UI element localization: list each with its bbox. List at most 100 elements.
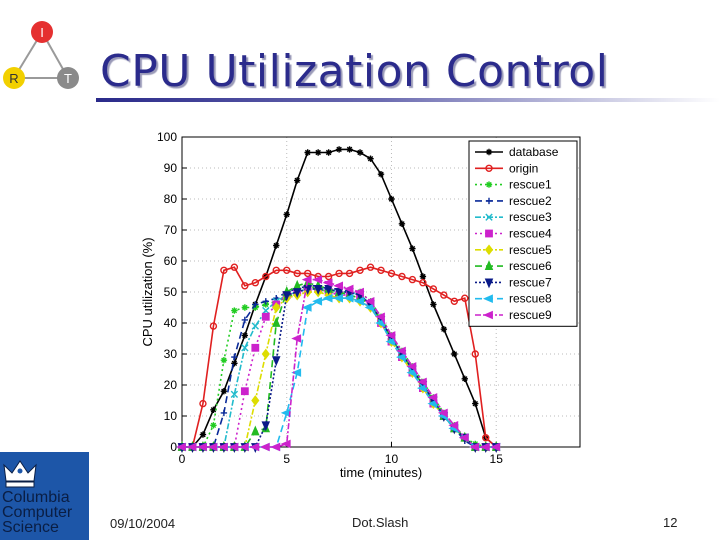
data-point-rescue9 (469, 442, 480, 452)
data-point-database (283, 211, 290, 218)
data-point-rescue9 (270, 442, 281, 452)
data-point-database (241, 332, 249, 339)
data-point-rescue8 (385, 337, 396, 346)
data-point-database (419, 273, 427, 280)
data-point-rescue6 (292, 279, 302, 290)
data-point-rescue9 (186, 442, 197, 452)
data-point-origin (482, 434, 490, 442)
data-point-rescue6 (251, 425, 260, 436)
data-point-database (409, 245, 416, 252)
data-point-rescue2 (220, 409, 228, 417)
data-point-rescue9 (427, 393, 438, 402)
legend-marker-rescue1 (485, 181, 493, 188)
science-word: Science (2, 519, 59, 536)
data-point-rescue9 (249, 442, 260, 452)
series-rescue9 (176, 275, 501, 452)
data-point-database (367, 155, 374, 162)
data-point-rescue9 (490, 442, 501, 452)
data-point-rescue4 (261, 312, 270, 321)
data-point-rescue9 (312, 275, 323, 284)
data-point-rescue5 (261, 348, 270, 360)
logo-label-r: R (9, 71, 18, 86)
data-point-origin (356, 266, 364, 275)
title-underline (96, 98, 720, 102)
data-point-origin (241, 282, 249, 290)
logo-node-r (3, 67, 25, 89)
data-point-rescue9 (343, 284, 354, 294)
data-point-rescue1 (231, 307, 238, 314)
data-point-rescue7 (313, 285, 323, 295)
data-point-origin (199, 399, 207, 408)
logo-node-i (31, 21, 53, 43)
data-point-origin (387, 269, 396, 278)
data-point-rescue7 (324, 285, 333, 295)
data-point-rescue3 (230, 390, 239, 398)
data-point-rescue9 (259, 442, 270, 452)
slide-number: 12 (663, 515, 678, 530)
data-point-database (377, 171, 385, 178)
data-point-origin (209, 322, 218, 330)
y-tick-label: 70 (164, 223, 178, 237)
data-point-database (346, 146, 353, 153)
legend-marker-rescue9 (483, 310, 493, 320)
data-point-origin (408, 275, 417, 284)
legend-label-rescue2: rescue2 (509, 194, 552, 208)
logo-node-t (57, 67, 79, 89)
data-point-rescue8 (395, 352, 406, 362)
data-point-rescue9 (333, 281, 344, 291)
data-point-database (440, 326, 448, 333)
data-point-origin (324, 272, 333, 281)
legend-label-rescue8: rescue8 (509, 292, 552, 306)
data-point-database (335, 146, 343, 153)
data-point-origin (366, 263, 375, 271)
data-point-rescue8 (312, 297, 323, 306)
data-point-origin (398, 272, 406, 281)
legend-marker-rescue8 (483, 294, 493, 303)
data-point-database (388, 195, 395, 203)
legend-label-rescue4: rescue4 (509, 227, 552, 241)
data-point-database (273, 242, 280, 249)
data-point-database (356, 149, 364, 156)
data-point-rescue9 (406, 362, 417, 371)
data-point-rescue9 (364, 297, 375, 306)
legend-label-rescue7: rescue7 (509, 275, 552, 289)
data-point-rescue9 (437, 408, 448, 418)
x-axis-label: time (minutes) (340, 465, 422, 480)
data-point-database (461, 375, 468, 382)
data-point-database (398, 220, 406, 227)
data-point-database (472, 400, 479, 407)
data-point-rescue8 (322, 293, 333, 303)
legend-marker-rescue3 (485, 213, 493, 221)
data-point-origin (450, 297, 459, 306)
data-point-database (199, 431, 207, 438)
legend-label-rescue6: rescue6 (509, 259, 552, 273)
logo-label-i: I (40, 25, 44, 40)
legend-marker-rescue7 (484, 278, 494, 289)
data-point-rescue9 (280, 439, 291, 449)
irt-logo: I R T (3, 21, 79, 89)
data-point-rescue7 (271, 356, 281, 367)
legend-label-rescue9: rescue9 (509, 308, 552, 322)
x-tick-label: 0 (179, 452, 186, 466)
series-line-origin (182, 266, 497, 448)
y-tick-label: 90 (164, 161, 178, 175)
data-point-rescue9 (301, 275, 312, 284)
data-point-rescue9 (375, 312, 385, 322)
crown-icon (3, 460, 37, 488)
data-point-database (451, 350, 458, 358)
data-point-rescue1 (220, 357, 228, 364)
columbia-logo-background (0, 452, 89, 540)
data-point-rescue2 (231, 353, 238, 361)
data-point-rescue9 (416, 377, 427, 387)
data-point-origin (303, 269, 312, 278)
data-point-origin (440, 291, 448, 299)
data-point-origin (377, 266, 385, 275)
footer-date: 09/10/2004 (110, 516, 176, 531)
data-point-origin (461, 294, 469, 302)
data-point-rescue9 (217, 442, 228, 452)
legend-label-rescue1: rescue1 (509, 178, 552, 192)
data-point-rescue3 (251, 322, 260, 330)
axis-ticks: 0 5 10 15 0 10 20 30 40 50 60 70 80 90 100 (157, 130, 503, 466)
data-point-rescue1 (210, 422, 217, 429)
data-point-rescue4 (251, 343, 260, 352)
